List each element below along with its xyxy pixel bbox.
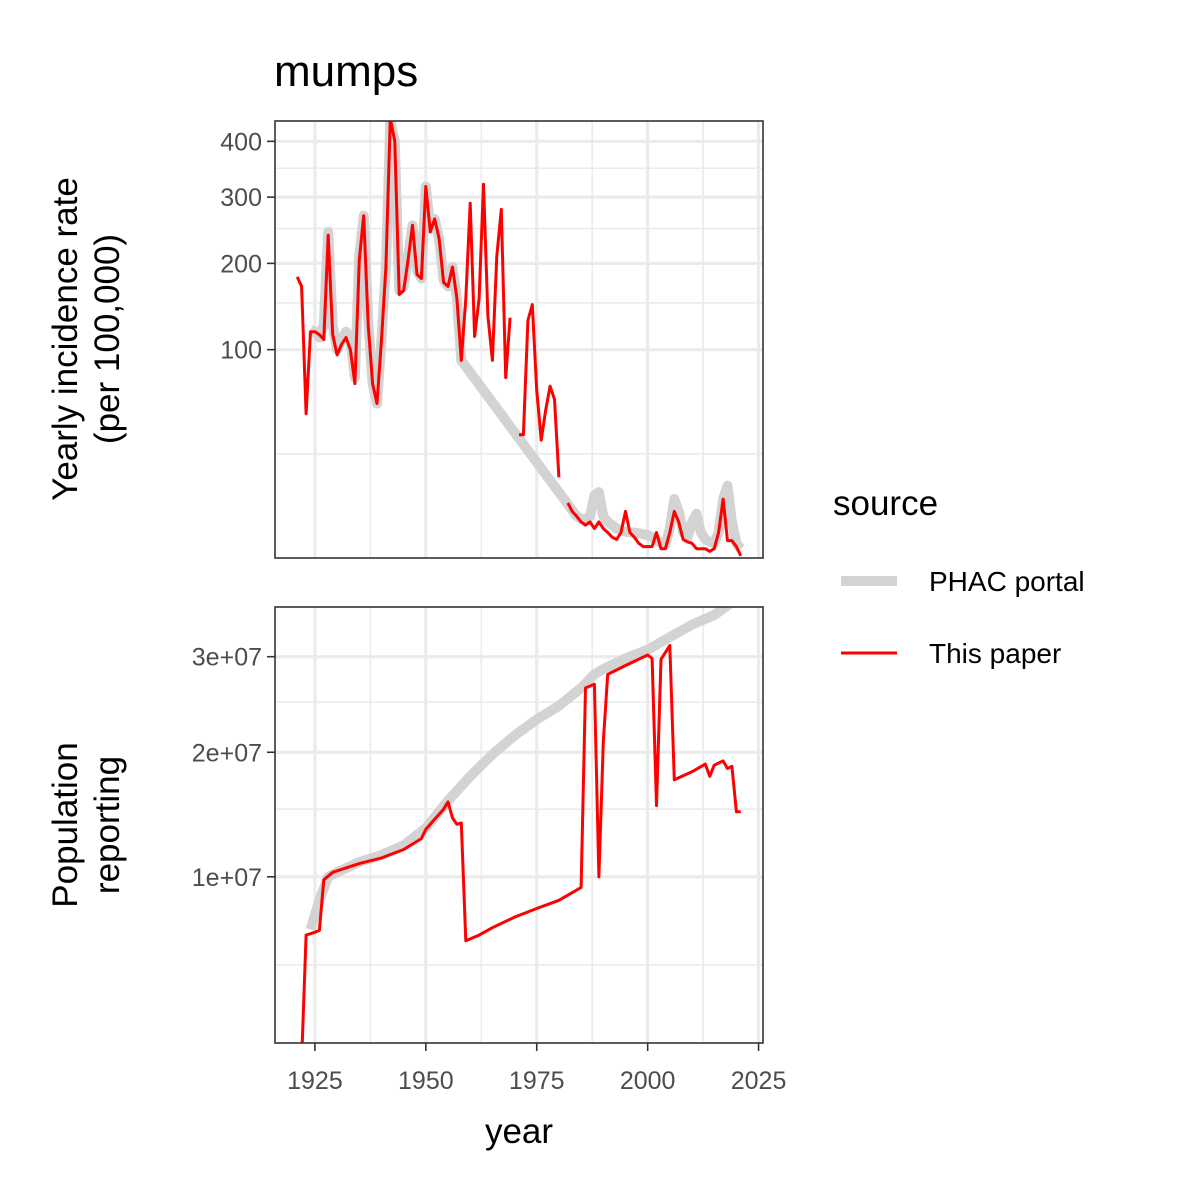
y-tick-label: 100 bbox=[220, 337, 262, 365]
y-tick-label: 200 bbox=[220, 250, 262, 278]
population-series bbox=[300, 607, 741, 1043]
x-tick-label: 1925 bbox=[287, 1067, 343, 1095]
x-axis: 1925 1950 1975 2000 2025 bbox=[287, 1043, 786, 1095]
x-tick-label: 1975 bbox=[509, 1067, 565, 1095]
panel-population: 1e+07 2e+07 3e+07 Population reporting bbox=[46, 606, 764, 1044]
y-tick-label: 2e+07 bbox=[192, 739, 262, 767]
incidence-y-title-line-2: (per 100,000) bbox=[88, 234, 127, 444]
y-tick-label: 400 bbox=[220, 128, 262, 156]
x-tick-label: 2025 bbox=[731, 1067, 787, 1095]
legend-title: source bbox=[833, 484, 938, 523]
series-line-this-paper bbox=[300, 644, 741, 1043]
y-tick-label: 1e+07 bbox=[192, 864, 262, 892]
population-panel-border bbox=[274, 606, 764, 1044]
x-axis-title: year bbox=[485, 1112, 553, 1151]
series-line-this-paper bbox=[295, 121, 743, 557]
population-y-title-line-1: Population bbox=[46, 742, 85, 907]
y-tick-label: 3e+07 bbox=[192, 644, 262, 672]
chart-title: mumps bbox=[274, 47, 418, 96]
incidence-y-title-line-1: Yearly incidence rate bbox=[46, 177, 85, 501]
legend-label-phac: PHAC portal bbox=[929, 566, 1085, 597]
incidence-y-axis: 100 200 300 400 bbox=[220, 128, 275, 365]
x-tick-label: 1950 bbox=[398, 1067, 454, 1095]
population-y-axis: 1e+07 2e+07 3e+07 bbox=[192, 644, 275, 892]
panel-background bbox=[275, 607, 763, 1043]
y-tick-label: 300 bbox=[220, 184, 262, 212]
population-y-title-line-2: reporting bbox=[88, 756, 127, 894]
incidence-series bbox=[295, 121, 745, 557]
legend-label-this-paper: This paper bbox=[929, 638, 1061, 669]
incidence-panel-border bbox=[274, 120, 764, 559]
x-tick-label: 2000 bbox=[620, 1067, 676, 1095]
legend: source PHAC portal This paper bbox=[833, 484, 1085, 669]
panel-incidence: 100 200 300 400 Yearly incidence rate (per … bbox=[46, 120, 764, 559]
population-gridlines bbox=[275, 607, 763, 1043]
